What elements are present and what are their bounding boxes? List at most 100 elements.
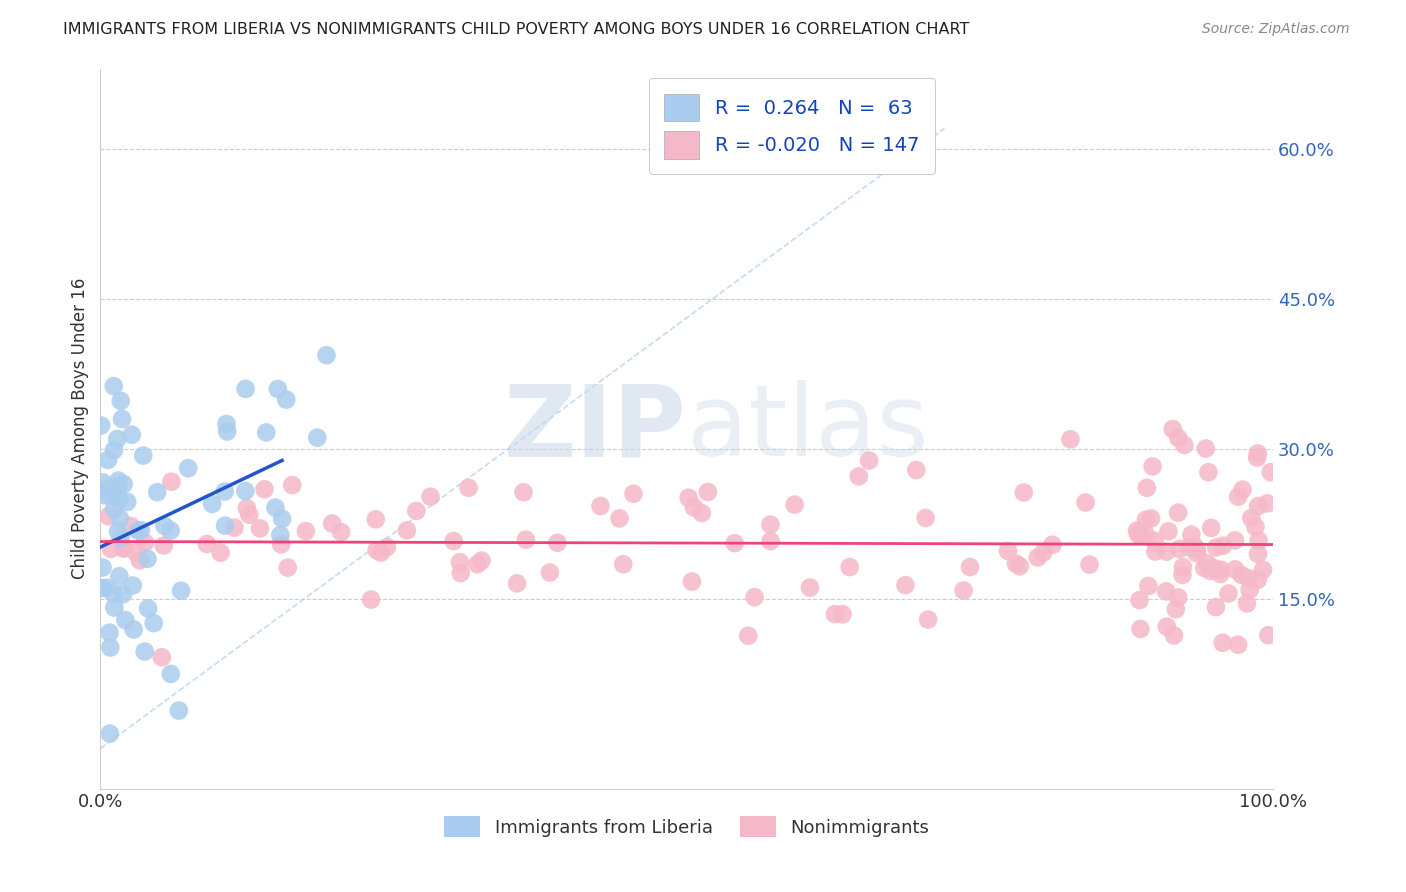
Point [1212, 539, 1234, 553]
Point [236, 501, 259, 516]
Point [96, 581, 118, 595]
Point [1247, 547, 1270, 561]
Point [281, 478, 304, 492]
Point [959, 560, 981, 574]
Point [405, 504, 427, 518]
Point [91, 581, 114, 595]
Point [238, 508, 260, 522]
Point [214, 518, 236, 533]
Point [1078, 558, 1101, 572]
Point [105, 432, 128, 446]
Point [1074, 495, 1097, 509]
Point [1237, 571, 1260, 585]
Point [249, 521, 271, 535]
Point [315, 348, 337, 362]
Point [159, 524, 181, 538]
Point [690, 506, 713, 520]
Point [264, 500, 287, 515]
Point [1223, 562, 1246, 576]
Point [1199, 564, 1222, 578]
Point [136, 601, 159, 615]
Point [128, 553, 150, 567]
Point [370, 546, 392, 560]
Point [1133, 526, 1156, 541]
Point [215, 417, 238, 431]
Text: atlas: atlas [686, 380, 928, 477]
Point [612, 558, 634, 572]
Point [1185, 546, 1208, 560]
Point [117, 495, 139, 509]
Point [217, 425, 239, 439]
Point [1059, 432, 1081, 446]
Point [267, 382, 290, 396]
Point [107, 474, 129, 488]
Point [1167, 431, 1189, 445]
Point [100, 489, 122, 503]
Point [295, 524, 318, 538]
Point [100, 541, 122, 556]
Point [152, 539, 174, 553]
Point [134, 535, 156, 549]
Point [1197, 465, 1219, 479]
Point [1232, 483, 1254, 497]
Point [209, 546, 232, 560]
Point [271, 512, 294, 526]
Point [103, 443, 125, 458]
Point [1205, 541, 1227, 555]
Point [120, 519, 142, 533]
Point [1236, 596, 1258, 610]
Point [1205, 600, 1227, 615]
Point [894, 578, 917, 592]
Point [609, 511, 631, 525]
Point [799, 581, 821, 595]
Point [110, 393, 132, 408]
Point [122, 623, 145, 637]
Point [1173, 438, 1195, 452]
Point [848, 469, 870, 483]
Point [1005, 557, 1028, 571]
Point [1129, 622, 1152, 636]
Point [1142, 459, 1164, 474]
Point [1260, 465, 1282, 479]
Point [136, 551, 159, 566]
Point [253, 482, 276, 496]
Point [167, 704, 190, 718]
Point [696, 485, 718, 500]
Point [160, 475, 183, 489]
Point [1246, 573, 1268, 587]
Point [1012, 485, 1035, 500]
Point [824, 607, 846, 622]
Point [134, 644, 156, 658]
Point [224, 521, 246, 535]
Point [1140, 511, 1163, 525]
Point [1163, 628, 1185, 642]
Point [1168, 541, 1191, 556]
Point [366, 543, 388, 558]
Point [1128, 593, 1150, 607]
Point [277, 560, 299, 574]
Point [276, 392, 298, 407]
Point [1185, 542, 1208, 557]
Point [683, 500, 706, 515]
Point [91, 560, 114, 574]
Point [681, 574, 703, 589]
Point [111, 412, 134, 426]
Point [150, 650, 173, 665]
Point [467, 557, 489, 571]
Point [737, 629, 759, 643]
Point [1194, 561, 1216, 575]
Point [1247, 500, 1270, 514]
Point [170, 583, 193, 598]
Point [1247, 446, 1270, 460]
Point [1032, 545, 1054, 559]
Point [91, 475, 114, 490]
Legend: Immigrants from Liberia, Nonimmigrants: Immigrants from Liberia, Nonimmigrants [437, 809, 936, 845]
Point [1144, 544, 1167, 558]
Point [1171, 560, 1194, 574]
Point [364, 512, 387, 526]
Text: Source: ZipAtlas.com: Source: ZipAtlas.com [1202, 22, 1350, 37]
Point [917, 613, 939, 627]
Point [90, 418, 112, 433]
Point [1184, 539, 1206, 553]
Point [1167, 506, 1189, 520]
